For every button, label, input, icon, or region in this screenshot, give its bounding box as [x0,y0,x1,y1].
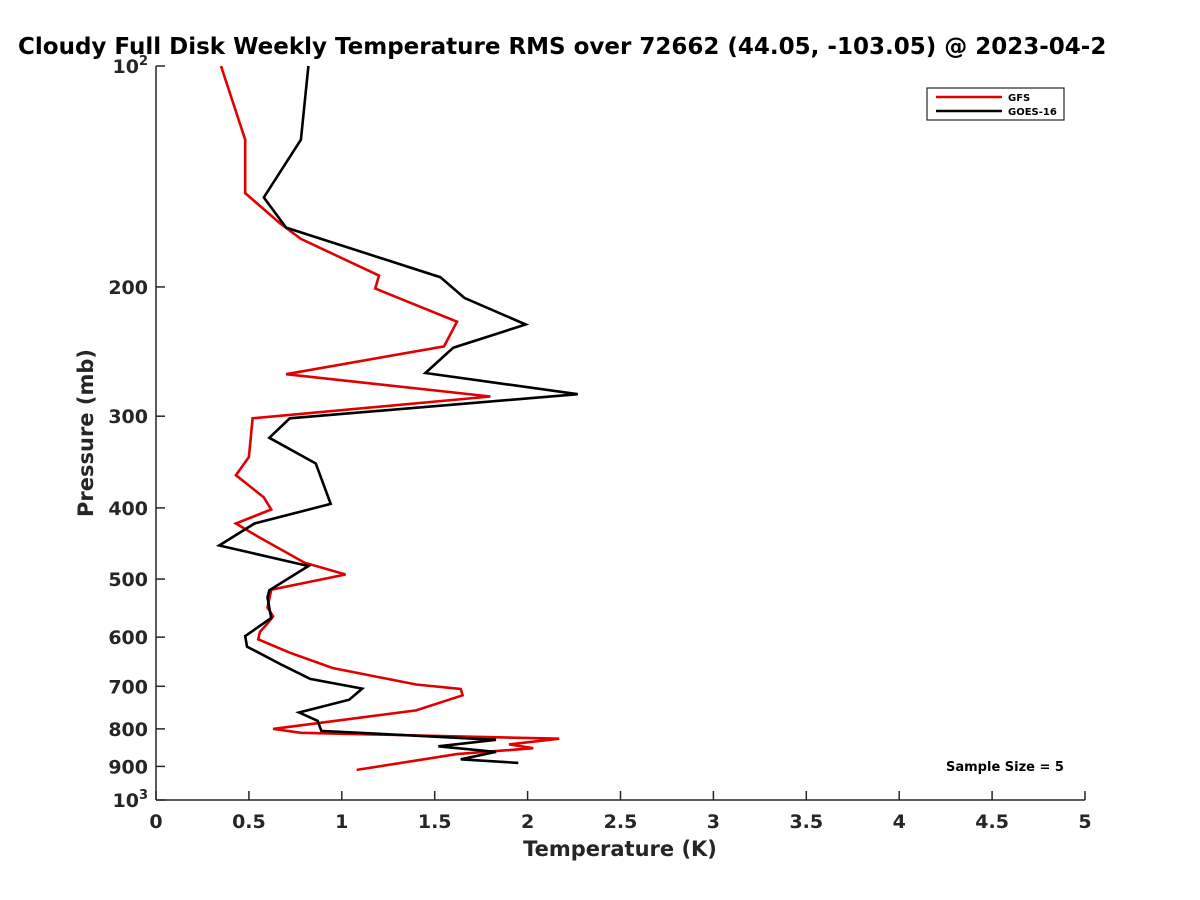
y-tick-label: 103 [113,788,149,812]
x-tick-label: 1.5 [418,811,452,833]
legend: GFS GOES-16 [926,87,1065,121]
axes [155,66,1085,801]
legend-label-gfs: GFS [1008,93,1030,104]
series-line-gfs [219,65,560,772]
x-tick-label: 5 [1078,811,1091,833]
y-tick-label: 600 [108,627,148,649]
y-tick-label: 700 [108,676,148,698]
series-layer [215,65,578,772]
x-tick-label: 3.5 [789,811,823,833]
x-tick-label: 2 [521,811,534,833]
legend-label-goes16: GOES-16 [1008,107,1057,118]
x-tick-label: 3 [707,811,720,833]
y-tick-label: 102 [113,54,149,78]
y-tick-label: 200 [108,277,148,299]
y-ticks: 102 200 300 400 500 600 700 800 900 103 [108,54,165,812]
x-tick-label: 1 [335,811,348,833]
x-ticks: 0 0.5 1 1.5 2 2.5 3 3.5 4 4.5 5 [149,791,1092,833]
y-tick-label: 400 [108,498,148,520]
y-tick-label: 500 [108,569,148,591]
series-line-goes16 [215,65,578,765]
y-tick-label: 900 [108,756,148,778]
x-axis-label: Temperature (K) [523,837,717,861]
x-tick-label: 4 [893,811,906,833]
x-tick-label: 4.5 [975,811,1009,833]
sample-size-annotation: Sample Size = 5 [946,760,1064,775]
chart-title: Cloudy Full Disk Weekly Temperature RMS … [18,34,1106,60]
x-tick-label: 2.5 [604,811,638,833]
x-tick-label: 0.5 [232,811,266,833]
legend-box [926,87,1065,121]
y-axis-label: Pressure (mb) [74,349,98,517]
y-tick-label: 800 [108,719,148,741]
y-tick-label: 300 [108,406,148,428]
x-tick-label: 0 [149,811,162,833]
